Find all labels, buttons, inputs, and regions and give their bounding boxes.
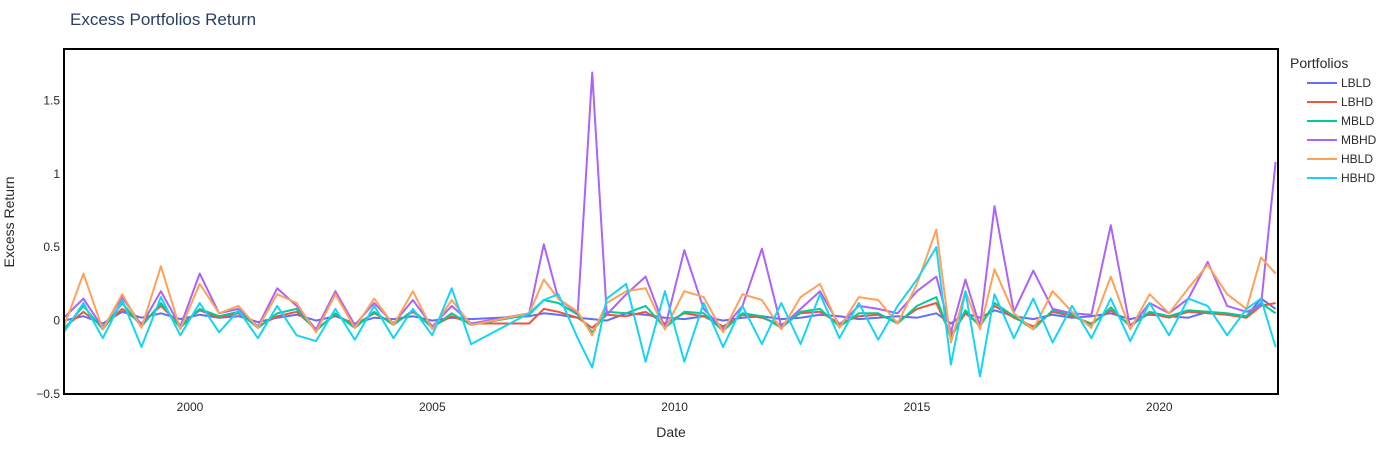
series-lines [64,71,1277,378]
legend-label: MBHD [1341,133,1377,147]
legend-label: HBHD [1341,171,1375,185]
y-tick-label: 1.5 [43,93,60,107]
legend-item-hbld: HBLD [1307,152,1373,166]
legend-item-hbhd: HBHD [1307,171,1375,185]
x-axis-label: Date [656,424,686,440]
x-axis-ticks: 2000 2005 2010 2015 2020 [177,400,1173,414]
y-tick-label: 0 [53,314,60,328]
legend-label: HBLD [1341,152,1373,166]
y-tick-label: 1 [53,167,60,181]
y-axis-ticks: −0.5 0 0.5 1 1.5 [36,93,60,401]
legend-item-lbhd: LBHD [1307,95,1373,109]
y-axis-label: Excess Return [1,176,17,267]
y-tick-label: 0.5 [43,240,60,254]
legend-label: MBLD [1341,114,1375,128]
x-tick-label: 2000 [177,400,204,414]
legend-item-mbld: MBLD [1307,114,1375,128]
x-tick-label: 2015 [904,400,931,414]
y-tick-label: −0.5 [36,387,60,401]
x-tick-label: 2020 [1146,400,1173,414]
legend-label: LBHD [1341,95,1373,109]
plot-area [63,48,1279,395]
series-line-hbld [64,228,1277,344]
legend-label: LBLD [1341,76,1371,90]
plot-frame [63,48,1279,395]
legend-item-mbhd: MBHD [1307,133,1377,147]
series-line-hbhd [64,246,1277,378]
legend: Portfolios LBLD LBHD MBLD MBHD HBLD HBHD [1290,55,1377,185]
series-line-mbhd [64,71,1277,334]
x-tick-label: 2005 [419,400,446,414]
legend-item-lbld: LBLD [1307,76,1371,90]
legend-title: Portfolios [1290,55,1348,71]
chart-title: Excess Portfolios Return [70,10,256,29]
x-tick-label: 2010 [661,400,688,414]
